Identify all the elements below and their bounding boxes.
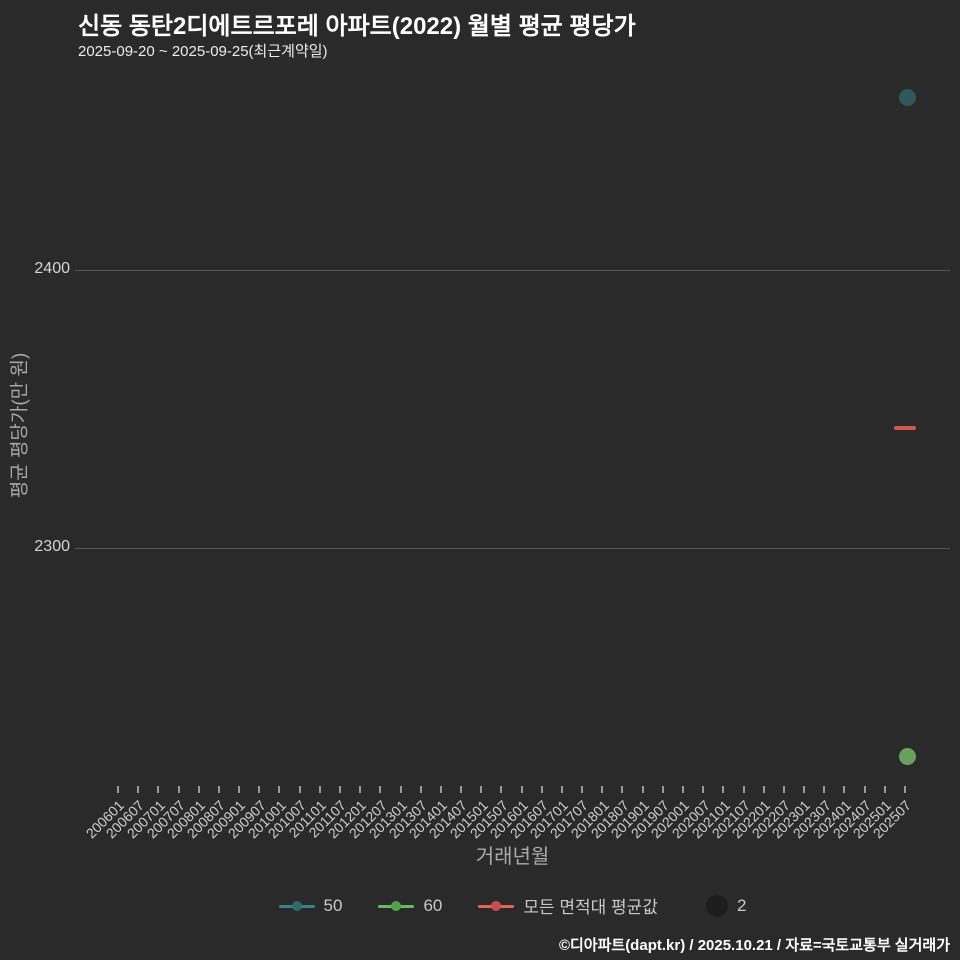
legend-label: 60	[423, 895, 443, 915]
chart-title: 신동 동탄2디에트르포레 아파트(2022) 월별 평균 평당가	[78, 13, 636, 40]
x-tick-mark	[863, 786, 866, 793]
x-tick-mark	[318, 786, 321, 793]
size-legend-circle-icon	[705, 894, 728, 917]
y-tick-label: 2400	[34, 260, 70, 277]
size-legend-label: 2	[736, 895, 747, 915]
x-tick-mark	[480, 786, 483, 793]
x-tick-mark	[460, 786, 463, 793]
x-tick-mark	[258, 786, 261, 793]
y-gridline	[75, 548, 950, 549]
x-tick-mark	[601, 786, 604, 793]
x-tick-mark	[117, 786, 119, 793]
footer-credit: ©디아파트(dapt.kr) / 2025.10.21 / 자료=국토교통부 실…	[558, 937, 950, 954]
x-tick-mark	[298, 786, 301, 793]
legend-item-50[interactable]: 50	[278, 895, 343, 916]
legend-item-60[interactable]: 60	[378, 896, 442, 916]
x-axis-title: 거래년월	[475, 846, 550, 868]
x-tick-mark	[197, 786, 200, 793]
legend-line-dot-marker	[478, 900, 515, 912]
x-tick-mark	[500, 786, 503, 793]
x-tick-mark	[621, 786, 624, 793]
x-tick-mark	[137, 786, 140, 793]
legend: 50 60 모든 면적대 평균값 2	[75, 893, 950, 918]
x-tick-mark	[823, 786, 826, 793]
legend-line-dot-marker	[378, 900, 415, 912]
x-tick-mark	[682, 786, 685, 793]
legend-item-average[interactable]: 모든 면적대 평균값	[478, 893, 658, 918]
x-tick-mark	[641, 786, 644, 793]
x-tick-mark	[540, 786, 543, 793]
x-tick-mark	[782, 786, 785, 793]
x-tick-mark	[661, 786, 664, 793]
x-tick-mark	[581, 786, 584, 793]
x-tick-mark	[157, 786, 160, 793]
x-tick-mark	[439, 786, 442, 793]
x-tick-mark	[338, 786, 341, 793]
y-tick-label: 2300	[34, 538, 70, 555]
x-tick-mark	[904, 786, 906, 793]
x-tick-mark	[278, 786, 281, 793]
x-tick-mark	[419, 786, 422, 793]
y-axis-title: 평균 평당가(만 원)	[9, 352, 31, 499]
x-tick-mark	[379, 786, 382, 793]
data-point-50[interactable]	[898, 89, 916, 107]
x-tick-mark	[762, 786, 765, 793]
legend-label: 모든 면적대 평균값	[523, 898, 658, 917]
x-tick-mark	[359, 786, 362, 793]
x-tick-mark	[238, 786, 241, 793]
x-tick-mark	[883, 786, 886, 793]
data-point-60[interactable]	[898, 748, 916, 765]
legend-item-size[interactable]: 2	[705, 894, 747, 917]
data-point-모든 면적대 평균값[interactable]	[894, 426, 916, 431]
legend-label: 50	[323, 895, 343, 915]
x-tick-mark	[843, 786, 846, 793]
y-gridline	[75, 270, 950, 271]
x-tick-mark	[399, 786, 402, 793]
x-tick-mark	[520, 786, 523, 793]
x-tick-mark	[217, 786, 220, 793]
x-tick-mark	[722, 786, 725, 793]
x-tick-mark	[702, 786, 705, 793]
x-tick-mark	[742, 786, 745, 793]
legend-line-dot-marker	[278, 900, 315, 912]
chart-subtitle: 2025-09-20 ~ 2025-09-25(최근계약일)	[78, 43, 328, 60]
x-tick-mark	[177, 786, 180, 793]
x-tick-mark	[803, 786, 806, 793]
x-tick-mark	[560, 786, 563, 793]
